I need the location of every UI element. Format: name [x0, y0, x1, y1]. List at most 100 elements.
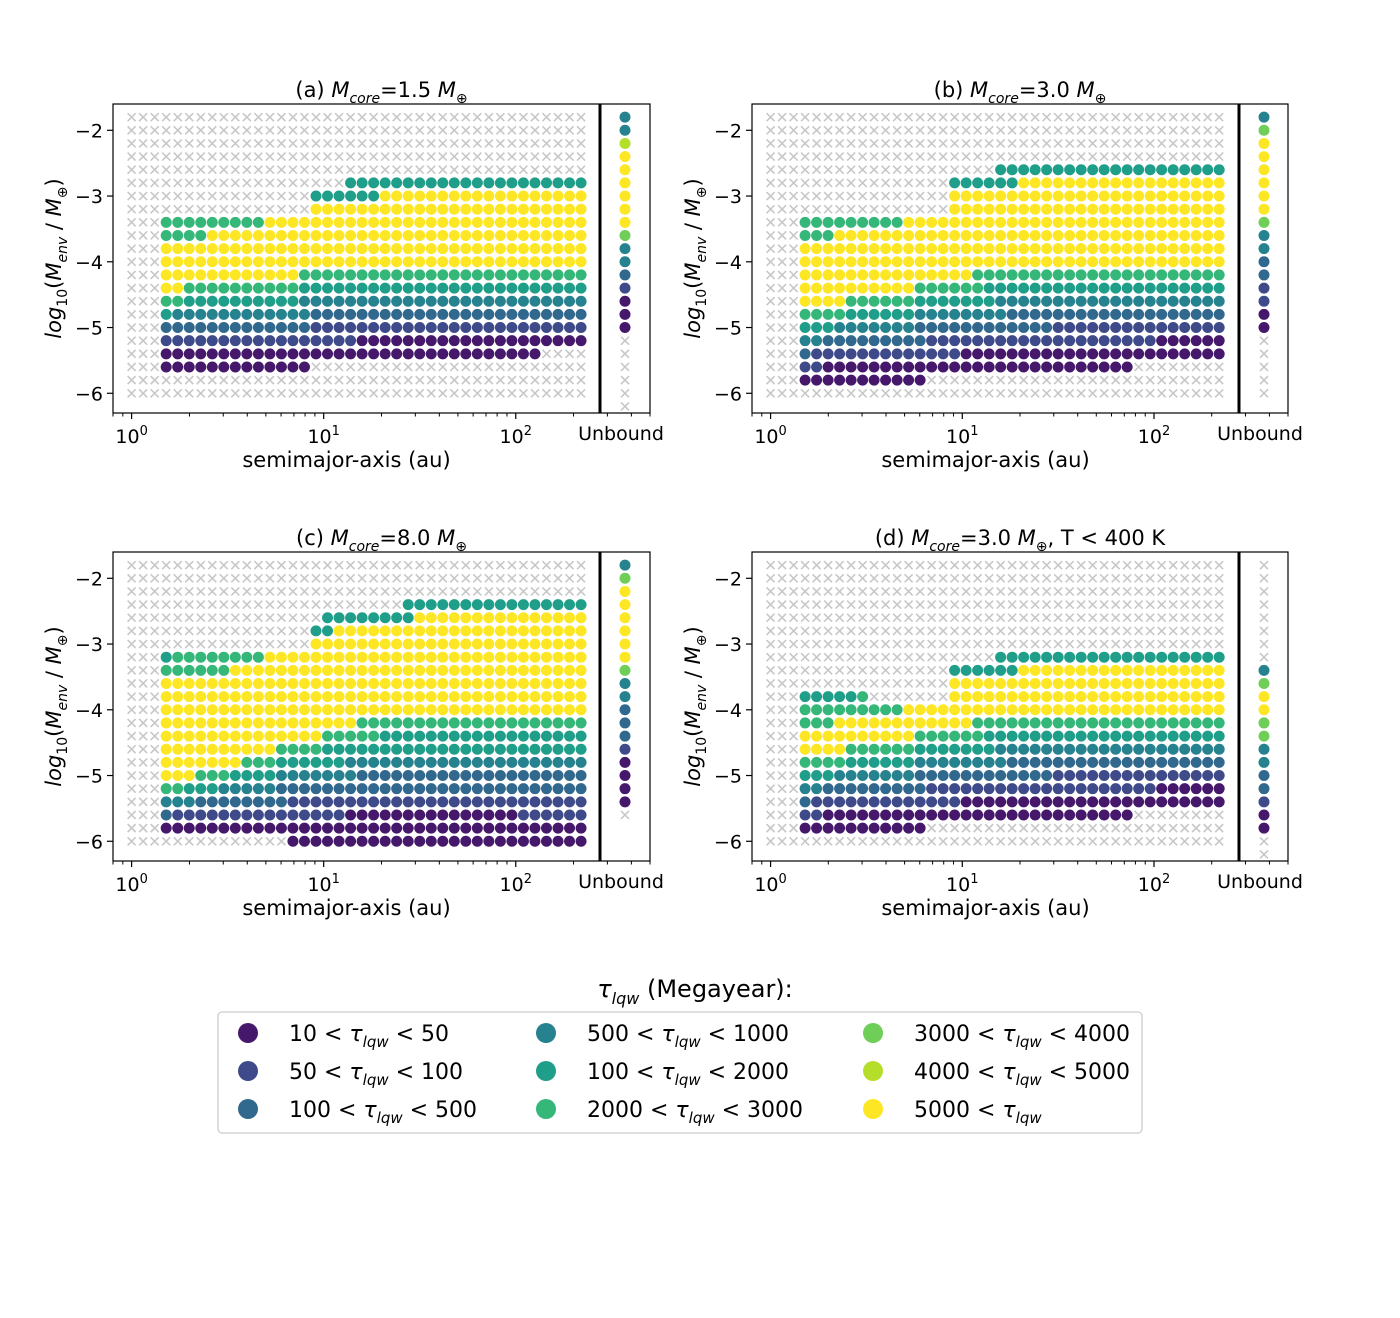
excluded-point [1168, 586, 1178, 597]
excluded-point [766, 626, 776, 636]
excluded-point [184, 138, 194, 149]
excluded-point [553, 125, 563, 135]
excluded-point [150, 349, 160, 359]
excluded-point [288, 112, 298, 122]
data-point [529, 796, 541, 808]
data-point [972, 243, 984, 255]
excluded-point [1076, 836, 1086, 846]
unbound-data-point [1258, 124, 1270, 136]
data-point [460, 612, 472, 624]
excluded-point [472, 125, 482, 135]
data-point [822, 322, 834, 334]
excluded-point [230, 204, 240, 214]
data-point [1156, 664, 1168, 676]
data-point [460, 216, 472, 228]
excluded-point [207, 573, 217, 583]
data-point [868, 229, 880, 241]
data-point [517, 348, 529, 360]
data-point [1098, 756, 1110, 768]
excluded-point [288, 600, 298, 610]
data-point [517, 809, 529, 821]
excluded-point [1203, 362, 1213, 372]
data-point [1156, 190, 1168, 202]
excluded-point [1191, 573, 1201, 583]
excluded-point [1145, 362, 1155, 372]
data-point [1098, 177, 1110, 189]
excluded-point [207, 178, 217, 188]
data-point [206, 756, 218, 768]
data-point [160, 704, 172, 716]
data-point [983, 295, 995, 307]
data-point [218, 677, 230, 689]
excluded-point [1053, 125, 1063, 135]
excluded-point [789, 652, 799, 662]
excluded-point [766, 705, 776, 715]
excluded-point [973, 152, 983, 162]
data-point [379, 822, 391, 834]
data-point [160, 361, 172, 373]
excluded-point [973, 560, 983, 570]
data-point [799, 243, 811, 255]
data-point [1075, 256, 1087, 268]
data-point [1121, 269, 1133, 281]
excluded-point [253, 560, 263, 570]
excluded-point [138, 349, 148, 359]
excluded-point [766, 573, 776, 583]
data-point [506, 717, 518, 729]
excluded-point [938, 375, 948, 385]
excluded-point [207, 613, 217, 623]
data-point [1190, 743, 1202, 755]
data-point [356, 756, 368, 768]
data-point [983, 691, 995, 703]
excluded-point [276, 178, 286, 188]
data-point [437, 295, 449, 307]
excluded-point [299, 626, 310, 636]
data-point [845, 704, 857, 716]
excluded-point [915, 152, 925, 162]
excluded-point [984, 152, 994, 162]
excluded-point [265, 560, 275, 570]
excluded-point [823, 112, 833, 122]
data-point [402, 756, 414, 768]
data-point [345, 612, 357, 624]
excluded-point [346, 125, 356, 135]
data-point [241, 664, 253, 676]
excluded-point [461, 573, 471, 583]
excluded-point [518, 560, 528, 570]
excluded-point [812, 652, 822, 662]
excluded-point [138, 152, 148, 162]
data-point [298, 216, 310, 228]
excluded-point [507, 586, 517, 597]
excluded-point [507, 388, 517, 398]
data-point [564, 335, 576, 347]
data-point [1179, 256, 1191, 268]
data-point [1133, 691, 1145, 703]
data-point [1041, 691, 1053, 703]
data-point [229, 677, 241, 689]
data-point [275, 809, 287, 821]
excluded-point [242, 573, 252, 583]
data-point [379, 295, 391, 307]
data-point [379, 664, 391, 676]
excluded-point [150, 309, 160, 319]
excluded-point [507, 573, 517, 583]
excluded-point [322, 573, 333, 583]
data-point [460, 335, 472, 347]
excluded-point [950, 165, 960, 175]
excluded-point [161, 626, 171, 636]
data-point [1018, 269, 1030, 281]
excluded-point [1191, 823, 1201, 833]
data-point [540, 308, 552, 320]
data-point [1006, 361, 1018, 373]
excluded-point [392, 600, 402, 610]
data-point [834, 822, 846, 834]
data-point [287, 664, 299, 676]
data-point [183, 322, 195, 334]
data-point [345, 651, 357, 663]
data-point [206, 664, 218, 676]
data-point [960, 361, 972, 373]
data-point [552, 835, 564, 847]
excluded-point [219, 178, 229, 188]
data-point [1064, 651, 1076, 663]
excluded-point [938, 823, 948, 833]
